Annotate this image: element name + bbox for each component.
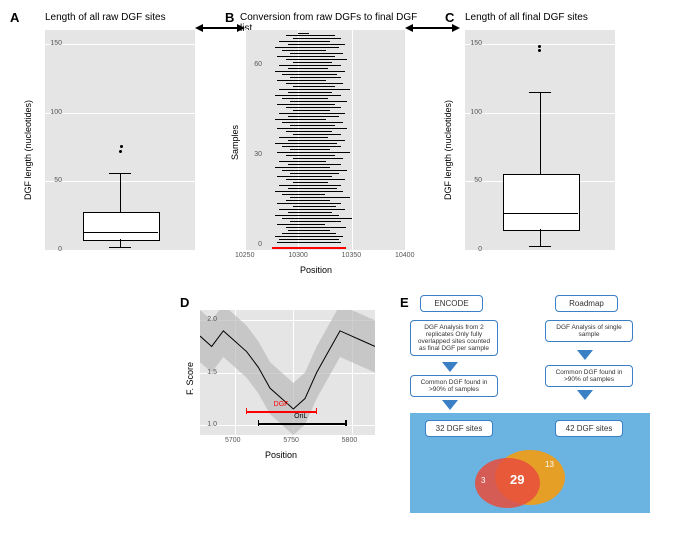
roadmap-header: Roadmap	[555, 295, 618, 312]
panel-b-ylabel: Samples	[230, 125, 240, 160]
panel-c-plot	[465, 30, 615, 250]
venn-left-only: 3	[481, 476, 485, 485]
panel-c-ylabel: DGF length (nucleotides)	[443, 100, 453, 200]
roadmap-step2: Common DGF found in >90% of samples	[545, 365, 633, 387]
panel-d-xlabel: Position	[265, 450, 297, 460]
venn-right-only: 13	[545, 460, 554, 469]
flow-arrow-4	[577, 390, 593, 400]
panel-c-title: Length of all final DGF sites	[465, 12, 588, 23]
panel-a-ylabel: DGF length (nucleotides)	[23, 100, 33, 200]
panel-e-label: E	[400, 295, 409, 310]
encode-result: 32 DGF sites	[425, 420, 493, 437]
flow-arrow-2	[442, 400, 458, 410]
encode-header: ENCODE	[420, 295, 483, 312]
roadmap-result: 42 DGF sites	[555, 420, 623, 437]
panel-d-plot: DGFOriL	[200, 310, 375, 435]
panel-b-plot	[245, 30, 405, 250]
encode-step1: DGF Analysis from 2 replicates Only full…	[410, 320, 498, 356]
venn-overlap: 29	[510, 472, 524, 487]
arrow-a-to-b	[195, 22, 245, 34]
panel-d-label: D	[180, 295, 189, 310]
panel-d-ylabel: F. Score	[185, 362, 195, 395]
panel-b-xlabel: Position	[300, 265, 332, 275]
arrow-b-to-c	[405, 22, 460, 34]
flow-arrow-1	[442, 362, 458, 372]
panel-a-title: Length of all raw DGF sites	[45, 12, 166, 23]
panel-a-plot	[45, 30, 195, 250]
flow-arrow-3	[577, 350, 593, 360]
roadmap-step1: DGF Analysis of single sample	[545, 320, 633, 342]
panel-a-label: A	[10, 10, 19, 25]
encode-step2: Common DGF found in >90% of samples	[410, 375, 498, 397]
